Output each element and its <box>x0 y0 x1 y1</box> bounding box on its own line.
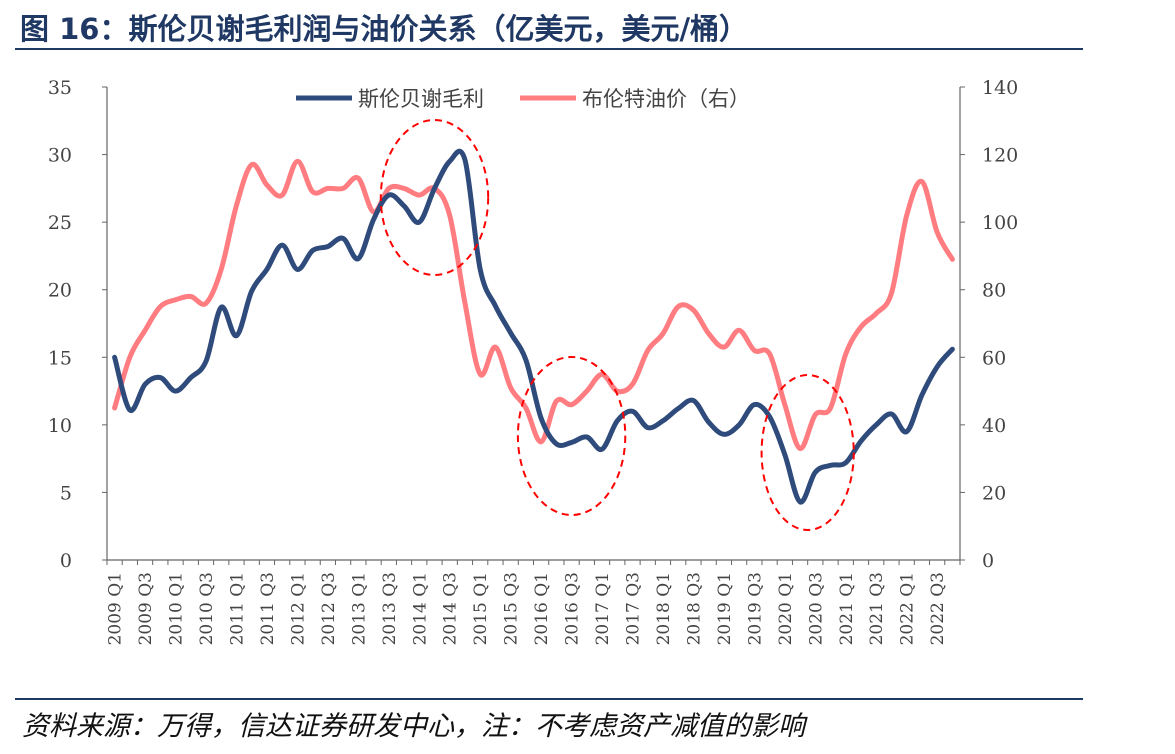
y-right-tick-label: 140 <box>982 77 1018 99</box>
legend-label: 斯伦贝谢毛利 <box>358 87 484 111</box>
x-tick-label: 2019 Q3 <box>745 572 765 645</box>
y-right-tick-label: 100 <box>982 212 1018 234</box>
y-right-tick-label: 40 <box>982 415 1006 437</box>
x-tick-label: 2013 Q3 <box>380 572 400 645</box>
figure-title: 图 16：斯伦贝谢毛利润与油价关系（亿美元，美元/桶） <box>20 12 749 46</box>
y-right-tick-label: 80 <box>982 280 1006 302</box>
x-tick-label: 2010 Q3 <box>197 572 217 645</box>
legend-label: 布伦特油价（右） <box>582 87 750 111</box>
x-tick-label: 2018 Q3 <box>684 572 704 645</box>
x-tick-label: 2021 Q1 <box>837 572 857 645</box>
x-tick-label: 2015 Q1 <box>471 572 491 645</box>
x-axis: 2009 Q1 2009 Q3 2010 Q1 2010 Q3 2011 Q1 2011 … <box>106 560 961 645</box>
x-tick-label: 2020 Q3 <box>806 572 826 645</box>
annotations <box>379 119 855 531</box>
x-tick-label: 2018 Q1 <box>654 572 674 645</box>
annotation-ellipse <box>516 356 627 516</box>
series-line-brent <box>112 158 955 452</box>
x-tick-label: 2021 Q3 <box>867 572 887 645</box>
x-tick-label: 2012 Q1 <box>288 572 308 645</box>
x-tick-label: 2010 Q1 <box>167 572 187 645</box>
x-tick-label: 2011 Q3 <box>258 572 278 645</box>
x-tick-label: 2020 Q1 <box>776 572 796 645</box>
y-axis-right: 0 20 40 60 80 100 120 140 <box>960 77 1018 572</box>
series-line-gross-profit <box>112 148 955 505</box>
title-rule <box>15 48 1083 50</box>
x-tick-label: 2012 Q3 <box>319 572 339 645</box>
y-right-tick-label: 60 <box>982 347 1006 369</box>
y-right-tick-label: 0 <box>982 550 994 572</box>
y-right-tick-label: 20 <box>982 482 1006 504</box>
series-lines <box>112 148 955 505</box>
x-tick-label: 2009 Q1 <box>106 572 126 645</box>
source-note: 资料来源：万得，信达证券研发中心，注：不考虑资产减值的影响 <box>22 711 805 742</box>
x-tick-label: 2022 Q1 <box>898 572 918 645</box>
axes <box>106 87 961 561</box>
y-left-tick-label: 5 <box>60 482 72 504</box>
y-right-tick-label: 120 <box>982 145 1018 167</box>
x-tick-label: 2016 Q1 <box>532 572 552 645</box>
x-tick-label: 2013 Q1 <box>349 572 369 645</box>
x-tick-label: 2017 Q3 <box>624 572 644 645</box>
legend: 斯伦贝谢毛利 布伦特油价（右） <box>296 87 750 111</box>
x-tick-label: 2019 Q1 <box>715 572 735 645</box>
x-tick-label: 2017 Q1 <box>593 572 613 645</box>
x-tick-label: 2016 Q3 <box>563 572 583 645</box>
x-tick-label: 2014 Q1 <box>410 572 430 645</box>
y-left-tick-label: 15 <box>48 347 72 369</box>
y-axis-left: 0 5 10 15 20 25 30 35 <box>48 77 107 572</box>
y-left-tick-label: 0 <box>60 550 72 572</box>
x-tick-label: 2014 Q3 <box>441 572 461 645</box>
x-tick-label: 2009 Q3 <box>136 572 156 645</box>
x-tick-label: 2022 Q3 <box>928 572 948 645</box>
y-left-tick-label: 35 <box>48 77 72 99</box>
x-tick-label: 2011 Q1 <box>227 572 247 645</box>
y-left-tick-label: 30 <box>48 145 72 167</box>
y-left-tick-label: 10 <box>48 415 72 437</box>
annotation-ellipse <box>760 374 855 531</box>
y-left-tick-label: 20 <box>48 280 72 302</box>
source-rule <box>15 698 1083 700</box>
x-tick-label: 2015 Q3 <box>502 572 522 645</box>
annotation-ellipse <box>379 119 490 276</box>
y-left-tick-label: 25 <box>48 212 72 234</box>
